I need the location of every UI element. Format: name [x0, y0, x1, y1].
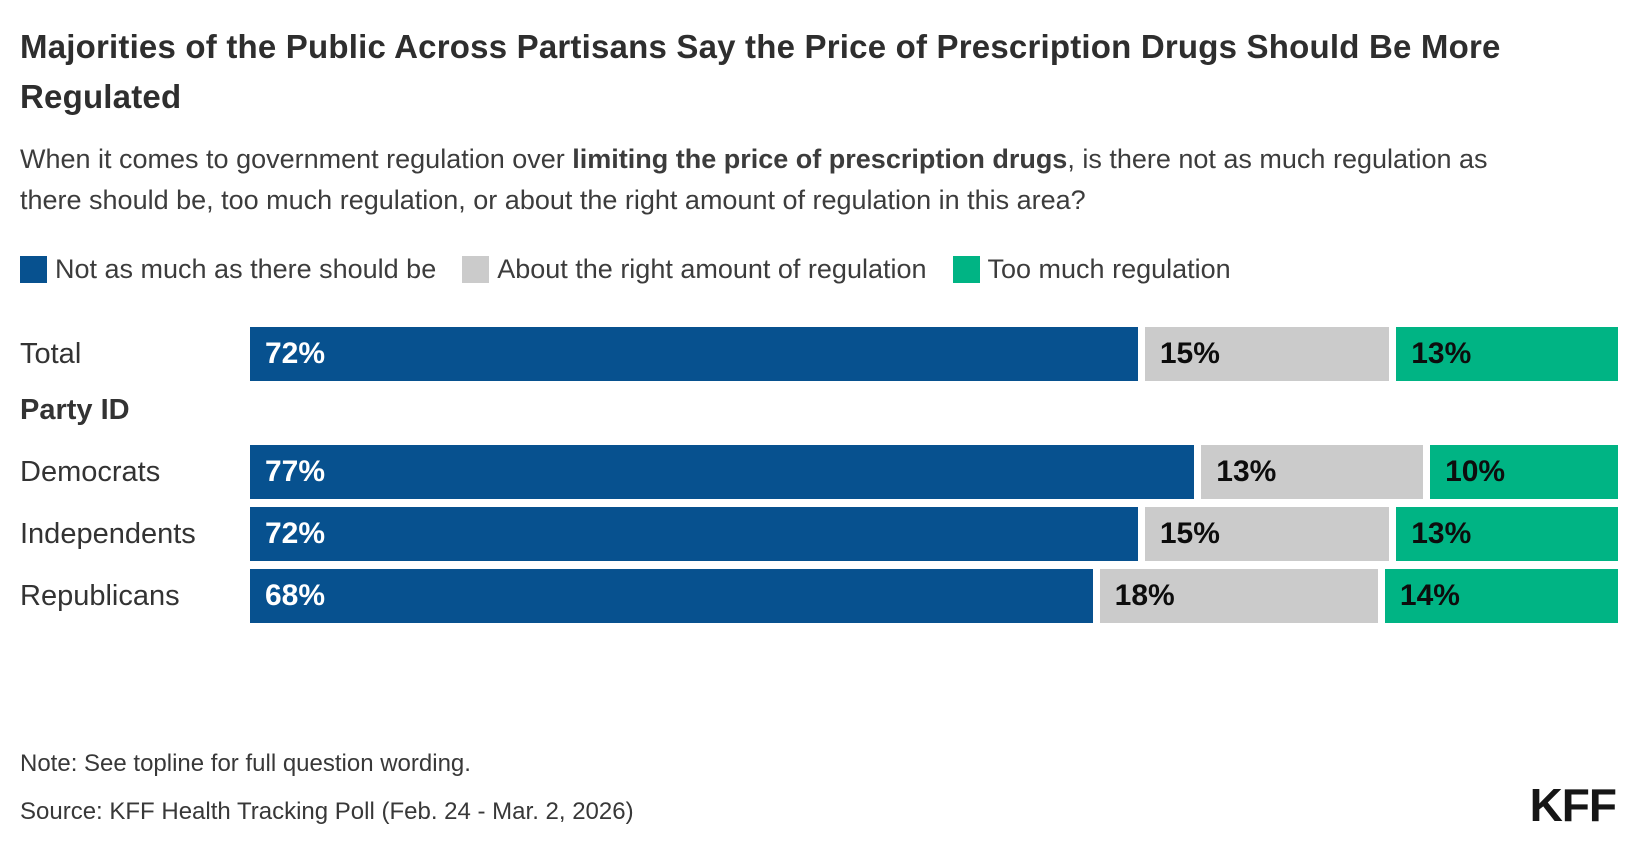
- legend-label: Too much regulation: [987, 254, 1231, 284]
- bar-segment-not-as-much: 68%: [250, 569, 1093, 623]
- bar-segment-about-right: 15%: [1144, 507, 1390, 561]
- stacked-bar-independents: 72% 15% 13%: [250, 507, 1618, 561]
- legend-swatch-blue: [20, 256, 47, 283]
- bar-segment-too-much: 13%: [1396, 327, 1618, 381]
- bar-segment-too-much: 14%: [1384, 569, 1618, 623]
- bar-value-label: 15%: [1159, 337, 1220, 370]
- bar-value-label: 18%: [1114, 579, 1175, 612]
- row-label-total: Total: [20, 337, 82, 370]
- subtitle-text: When it comes to government regulation o…: [20, 144, 573, 174]
- bar-value-label: 14%: [1399, 579, 1460, 612]
- stacked-bar-total: 72% 15% 13%: [250, 327, 1618, 381]
- stacked-bar-chart: Total 72% 15% 13% Party ID Democrats 77%…: [20, 327, 1618, 623]
- legend-item-too-much: Too much regulation: [952, 254, 1231, 285]
- legend-label: Not as much as there should be: [55, 254, 437, 284]
- footnote: Note: See topline for full question word…: [20, 750, 471, 777]
- kff-logo: KFF: [1529, 779, 1617, 831]
- bar-value-label: 10%: [1445, 455, 1506, 488]
- chart-subtitle: When it comes to government regulation o…: [20, 139, 1540, 220]
- bar-row-republicans: Republicans 68% 18% 14%: [20, 569, 1618, 623]
- bar-row-independents: Independents 72% 15% 13%: [20, 507, 1618, 561]
- row-label-democrats: Democrats: [20, 455, 161, 488]
- legend-item-about-right: About the right amount of regulation: [462, 254, 927, 285]
- row-label-republicans: Republicans: [20, 579, 180, 612]
- subtitle-bold-text: limiting the price of prescription drugs: [572, 144, 1068, 174]
- legend-label: About the right amount of regulation: [497, 254, 927, 284]
- bar-value-label: 13%: [1411, 337, 1472, 370]
- legend: Not as much as there should be About the…: [20, 254, 1618, 285]
- row-label-independents: Independents: [20, 517, 196, 550]
- stacked-bar-republicans: 68% 18% 14%: [250, 569, 1618, 623]
- bar-segment-not-as-much: 72%: [250, 327, 1138, 381]
- bar-segment-too-much: 13%: [1396, 507, 1618, 561]
- footer: Note: See topline for full question word…: [20, 750, 634, 826]
- bar-value-label: 68%: [265, 579, 326, 612]
- section-header-party-id: Party ID: [20, 394, 130, 426]
- bar-segment-not-as-much: 72%: [250, 507, 1138, 561]
- stacked-bar-democrats: 77% 13% 10%: [250, 445, 1618, 499]
- bar-value-label: 72%: [265, 517, 326, 550]
- legend-swatch-gray: [462, 256, 490, 283]
- bar-segment-about-right: 13%: [1201, 445, 1424, 499]
- bar-value-label: 72%: [265, 337, 326, 370]
- bar-segment-about-right: 15%: [1144, 327, 1390, 381]
- bar-value-label: 13%: [1216, 455, 1277, 488]
- bar-segment-not-as-much: 77%: [250, 445, 1195, 499]
- source-line: Source: KFF Health Tracking Poll (Feb. 2…: [20, 798, 634, 825]
- bar-value-label: 15%: [1159, 517, 1220, 550]
- chart-title: Majorities of the Public Across Partisan…: [20, 28, 1501, 115]
- chart-card: Majorities of the Public Across Partisan…: [20, 28, 1618, 623]
- bar-row-democrats: Democrats 77% 13% 10%: [20, 445, 1618, 499]
- bar-value-label: 13%: [1411, 517, 1472, 550]
- bar-row-total: Total 72% 15% 13%: [20, 327, 1618, 381]
- legend-swatch-green: [952, 256, 980, 283]
- bar-segment-about-right: 18%: [1099, 569, 1378, 623]
- bar-segment-too-much: 10%: [1430, 445, 1618, 499]
- legend-item-not-as-much: Not as much as there should be: [20, 254, 436, 285]
- subtitle-text-end: , is there not as much regulation as the…: [20, 144, 1488, 215]
- bar-value-label: 77%: [265, 455, 326, 488]
